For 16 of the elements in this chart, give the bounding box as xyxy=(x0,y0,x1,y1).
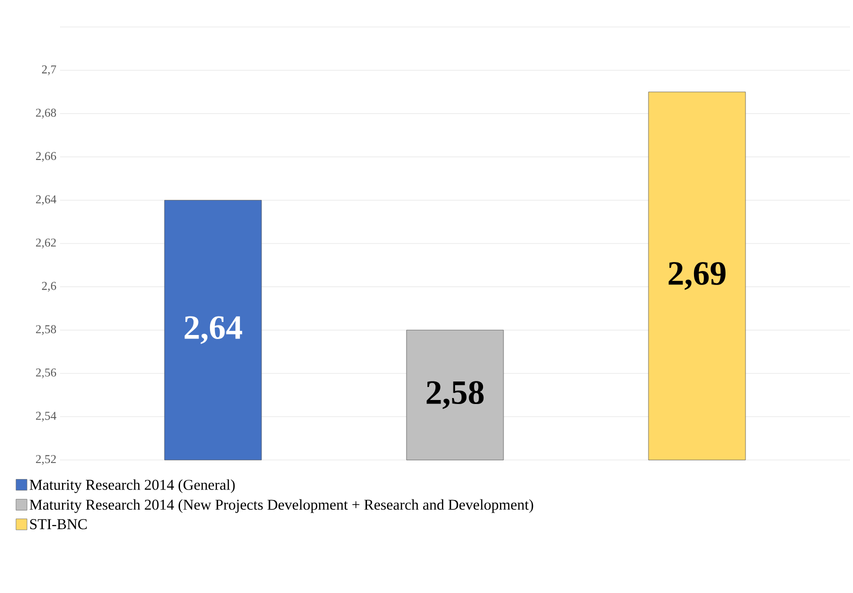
legend-label: Maturity Research 2014 (General) xyxy=(30,479,235,493)
legend-label: Maturity Research 2014 (New Projects Development + Research and Development) xyxy=(30,499,534,513)
y-tick-label: 2,6 xyxy=(42,282,56,292)
y-tick-label: 2,64 xyxy=(36,195,56,206)
y-tick-label: 2,66 xyxy=(36,152,56,162)
y-tick-label: 2,58 xyxy=(36,325,56,336)
data-label: 2,58 xyxy=(426,381,484,409)
data-label: 2,69 xyxy=(668,262,726,290)
y-tick-label: 2,62 xyxy=(36,238,56,248)
y-tick-label: 2,54 xyxy=(36,412,56,422)
data-label: 2,64 xyxy=(184,316,242,344)
legend-label: STI-BNC xyxy=(30,519,87,530)
y-tick-label: 2,7 xyxy=(42,65,56,76)
y-tick-label: 2,68 xyxy=(36,108,56,119)
y-tick-label: 2,52 xyxy=(36,455,56,465)
y-tick-label: 2,56 xyxy=(36,368,56,378)
